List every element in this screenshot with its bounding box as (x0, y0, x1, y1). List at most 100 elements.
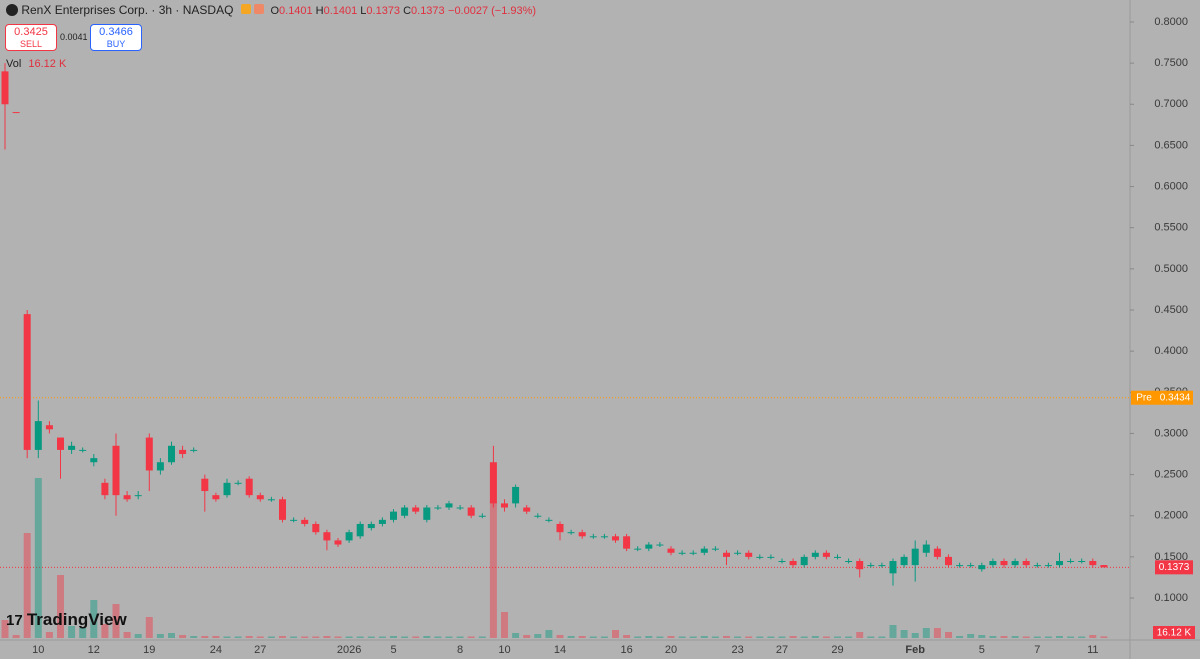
volume-bar (367, 636, 375, 638)
volume-bar (489, 502, 497, 638)
candle-body (456, 507, 464, 509)
candle-body (489, 462, 497, 504)
candle-body (667, 548, 675, 553)
volume-bar (1022, 636, 1030, 638)
volume-bar (656, 636, 664, 638)
x-tick-label: 10 (498, 644, 510, 656)
volume-bar (711, 636, 719, 638)
x-tick-label: 16 (620, 644, 632, 656)
volume-bar (1000, 636, 1008, 638)
volume-bar (578, 636, 586, 638)
volume-bar (689, 636, 697, 638)
symbol-logo (6, 4, 18, 16)
y-tick-label: 0.3000 (1154, 427, 1188, 439)
ohlc-key: H (315, 5, 324, 17)
candle-body (534, 515, 542, 517)
volume-value: 16.12 K (28, 58, 67, 70)
candle-body (79, 449, 87, 451)
candle-body (445, 503, 453, 508)
candle-body (723, 552, 730, 557)
candle-body (34, 421, 42, 450)
candle-body (168, 445, 175, 463)
volume-legend: Vol 16.12 K (6, 58, 66, 70)
volume-bar (989, 636, 997, 638)
volume-bar (1044, 636, 1052, 638)
volume-bar (589, 636, 597, 638)
volume-bar (323, 636, 331, 638)
candle-body (1011, 560, 1019, 566)
volume-bar (101, 624, 109, 638)
volume-bar (900, 630, 908, 638)
candle-body (434, 507, 442, 509)
volume-bar (79, 628, 87, 638)
x-tick-label: Feb (905, 644, 925, 656)
branding-text: TradingView (26, 610, 127, 629)
volume-bar (57, 575, 64, 638)
candle-body (12, 112, 20, 114)
x-tick-label: 10 (32, 644, 44, 656)
candle-body (956, 565, 964, 567)
x-tick-label: 11 (1087, 644, 1098, 656)
volume-bar (23, 533, 31, 638)
volume-bar (634, 636, 642, 638)
x-tick-label: 24 (210, 644, 222, 656)
candle-body (656, 544, 664, 546)
volume-bar (179, 635, 187, 638)
icon (254, 4, 265, 14)
candle-body (922, 544, 930, 553)
candle-body (301, 519, 309, 524)
volume-bar (800, 636, 808, 638)
volume-bar (1100, 636, 1108, 638)
volume-bar (378, 636, 386, 638)
candle-body (967, 565, 975, 567)
sell-price: 0.3425 (14, 26, 48, 38)
volume-bar (756, 636, 764, 638)
spread: 0.0041 (60, 32, 88, 42)
volume-bar (190, 636, 198, 638)
volume-bar (68, 626, 76, 638)
candle-body (156, 462, 164, 471)
candle-body (323, 532, 331, 541)
candle-body (623, 536, 631, 549)
volume-bar (978, 635, 986, 638)
volume-bar (467, 636, 475, 638)
candle-body (878, 565, 886, 567)
ohlc-legend: O0.1401 H0.1401 L0.1373 C0.1373 (267, 5, 444, 17)
ohlc-value: 0.1373 (366, 5, 401, 17)
y-tick-label: 0.4000 (1154, 345, 1188, 357)
ohlc-key: O (270, 5, 280, 17)
y-tick-label: 0.7500 (1154, 57, 1188, 69)
volume-bar (245, 636, 253, 638)
candle-body (1056, 560, 1063, 566)
y-tick-label: 0.7000 (1154, 98, 1188, 110)
candle-body (545, 519, 553, 521)
volume-bar (734, 636, 742, 638)
x-tick-label: 23 (731, 644, 743, 656)
volume-bar (878, 636, 886, 638)
volume-bar (534, 634, 542, 638)
candle-body (201, 478, 209, 492)
volume-bar (201, 636, 209, 638)
candle-body (1033, 565, 1041, 567)
candle-body (279, 499, 286, 520)
volume-bar (478, 636, 486, 638)
volume-bar (834, 636, 841, 638)
candle-body (267, 499, 275, 501)
candle-body (356, 523, 364, 537)
volume-bar (134, 634, 142, 638)
candle-body (245, 478, 253, 496)
volume-bar (145, 617, 153, 638)
buy-price: 0.3466 (99, 26, 133, 38)
x-tick-label: 14 (554, 644, 566, 656)
buy-button[interactable]: 0.3466 BUY (90, 24, 142, 51)
candle-body (401, 507, 409, 516)
volume-bar (401, 636, 409, 638)
sell-button[interactable]: 0.3425 SELL (5, 24, 57, 51)
y-tick-label: 0.4500 (1154, 304, 1188, 316)
pre-price-tag (1157, 390, 1193, 405)
volume-bar (767, 636, 775, 638)
candle-body (412, 507, 420, 512)
volume-bar (156, 634, 164, 638)
